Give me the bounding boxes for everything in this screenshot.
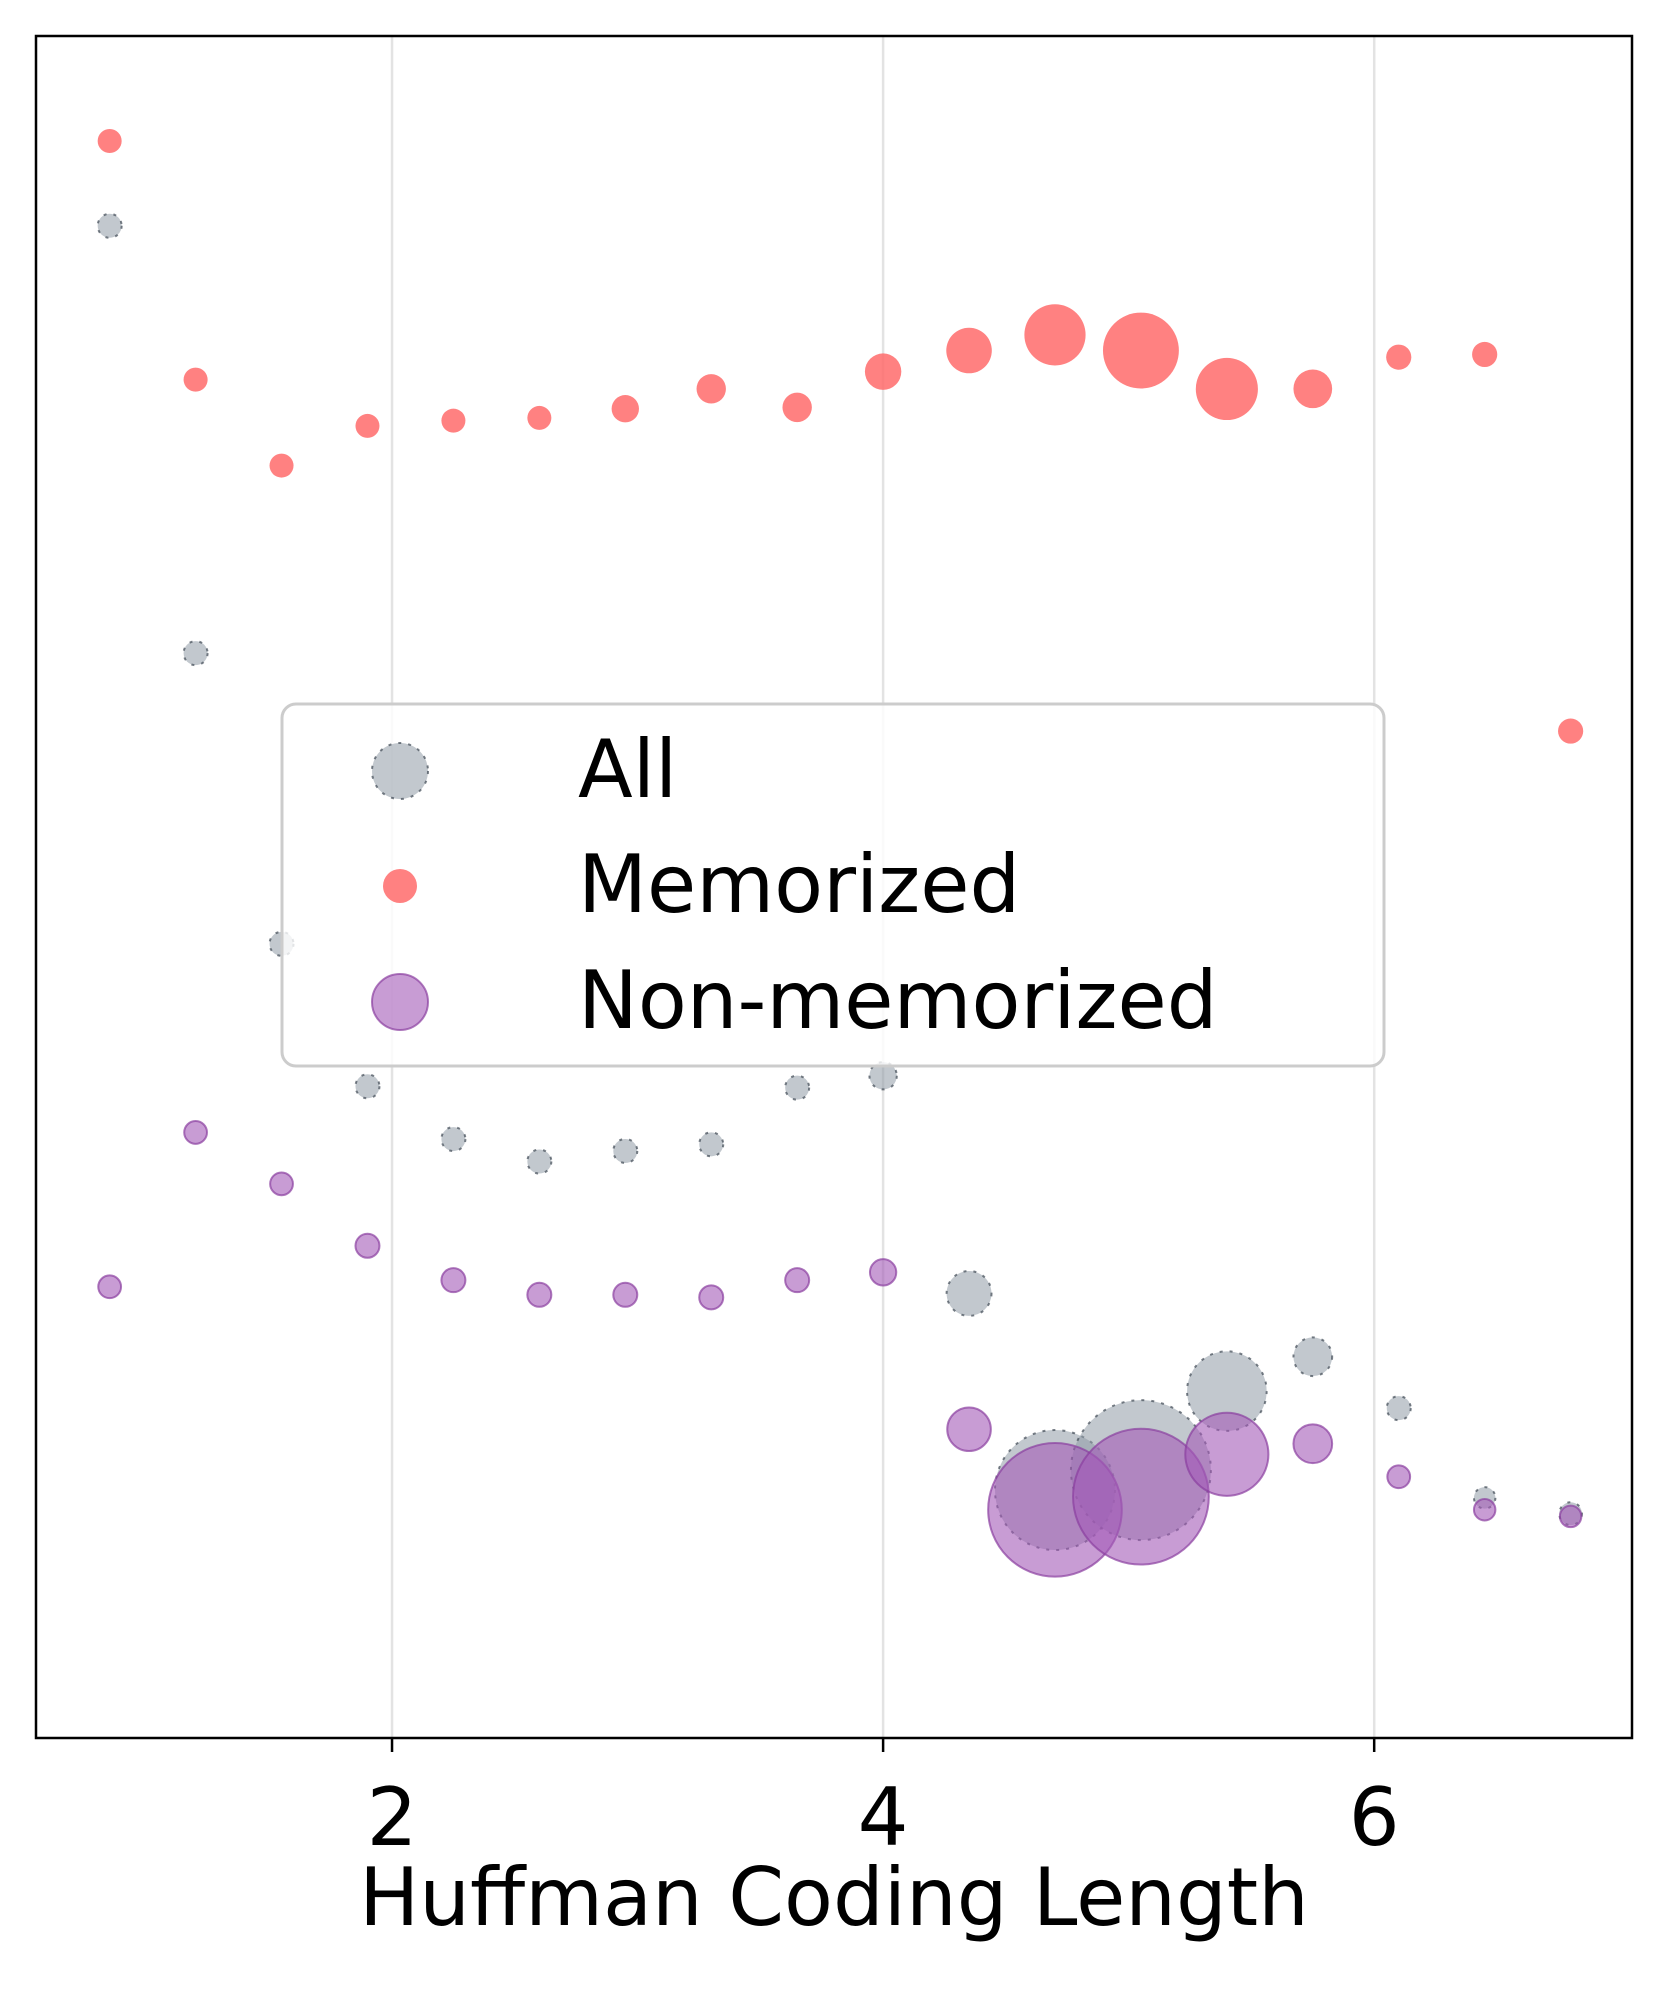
point-memorized-7: [696, 374, 726, 404]
point-non-memorized-1: [183, 1120, 208, 1145]
point-all-15: [1385, 1395, 1412, 1422]
point-memorized-15: [1386, 344, 1412, 370]
legend-marker-non-memorized: [371, 973, 429, 1031]
point-memorized-5: [527, 405, 552, 430]
point-non-memorized-10: [946, 1406, 992, 1453]
point-memorized-0: [97, 129, 122, 154]
point-non-memorized-16: [1472, 1498, 1497, 1522]
point-memorized-11: [1024, 304, 1086, 366]
legend-label-non-memorized: Non-memorized: [578, 954, 1218, 1047]
plot-frame: [34, 34, 1634, 1740]
point-non-memorized-14: [1292, 1423, 1334, 1465]
point-all-8: [784, 1074, 811, 1101]
point-memorized-16: [1472, 341, 1498, 368]
point-non-memorized-3: [354, 1232, 381, 1259]
point-memorized-14: [1293, 369, 1333, 409]
point-non-memorized-0: [97, 1274, 123, 1300]
point-non-memorized-2: [269, 1171, 294, 1197]
point-memorized-13: [1195, 357, 1258, 421]
point-non-memorized-4: [440, 1267, 467, 1294]
point-memorized-8: [782, 392, 812, 423]
point-all-9: [868, 1061, 898, 1091]
legend-label-all: All: [578, 723, 677, 816]
x-tick-label-4: 4: [858, 1771, 909, 1864]
point-all-0: [96, 212, 123, 239]
point-memorized-12: [1102, 312, 1179, 389]
x-tick-label-6: 6: [1349, 1771, 1400, 1864]
point-memorized-4: [441, 408, 466, 433]
point-memorized-17: [1558, 718, 1584, 744]
series-memorized: [97, 129, 1584, 744]
point-memorized-6: [611, 395, 639, 423]
series-non-memorized: [97, 1120, 1583, 1578]
point-all-10: [945, 1269, 993, 1317]
point-non-memorized-17: [1558, 1504, 1583, 1529]
point-non-memorized-15: [1386, 1464, 1412, 1490]
point-all-7: [698, 1131, 725, 1158]
point-memorized-9: [864, 353, 902, 390]
point-memorized-2: [269, 453, 294, 478]
legend-marker-all: [371, 742, 429, 800]
point-non-memorized-6: [612, 1281, 639, 1308]
legend-marker-memorized: [383, 869, 417, 903]
x-axis-ticks: 2 4 6: [367, 1738, 1400, 1864]
x-tick-label-2: 2: [367, 1771, 418, 1864]
legend: All Memorized Non-memorized: [280, 702, 1386, 1068]
point-memorized-10: [946, 327, 992, 374]
point-non-memorized-13: [1184, 1411, 1270, 1497]
data-series: [96, 129, 1584, 1578]
point-non-memorized-8: [784, 1267, 811, 1294]
point-all-3: [354, 1073, 381, 1100]
point-all-4: [440, 1126, 467, 1153]
point-memorized-1: [183, 367, 208, 392]
point-all-6: [612, 1137, 639, 1164]
legend-label-memorized: Memorized: [578, 838, 1020, 931]
x-axis-label: Huffman Coding Length: [359, 1851, 1309, 1944]
point-memorized-3: [355, 413, 380, 438]
point-non-memorized-7: [698, 1284, 725, 1311]
point-all-1: [182, 640, 209, 667]
point-non-memorized-12: [1072, 1427, 1210, 1566]
point-non-memorized-9: [868, 1258, 898, 1287]
legend-box: [280, 702, 1386, 1068]
point-all-14: [1292, 1336, 1334, 1378]
point-non-memorized-5: [526, 1281, 553, 1308]
point-all-5: [526, 1148, 553, 1175]
